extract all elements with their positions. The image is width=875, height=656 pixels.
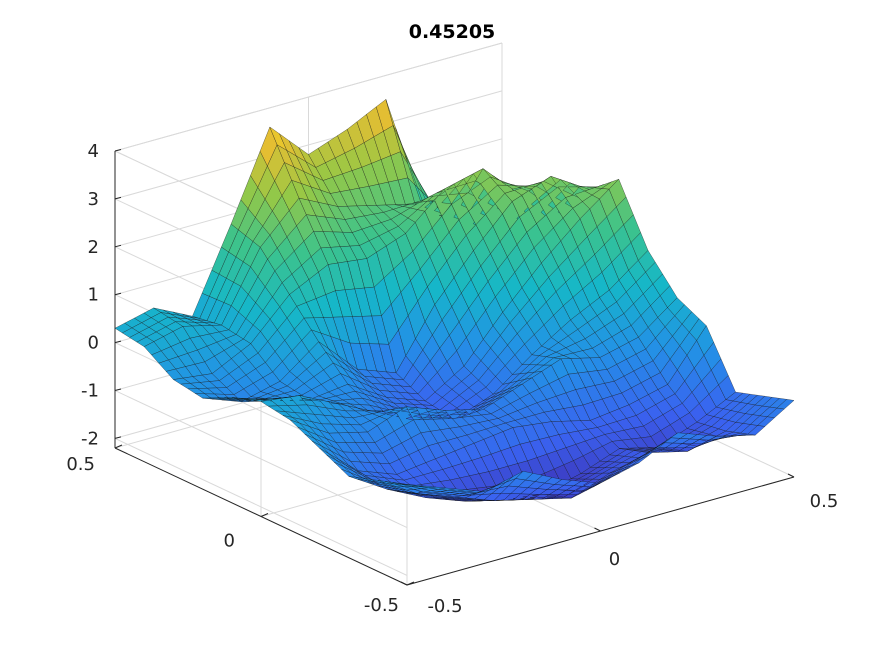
surface-mesh — [114, 99, 795, 502]
tick-labels: -2 -1 0 1 2 3 4 -0.5 0 0.5 -0.5 0 0.5 — [66, 141, 838, 617]
y-tick-mark — [260, 513, 269, 517]
y-tick-mark — [406, 581, 415, 586]
z-tick-mark — [114, 436, 122, 439]
z-tick-mark — [114, 340, 122, 344]
x-tick-label: 0.5 — [810, 491, 839, 512]
top-edge — [114, 42, 503, 152]
z-tick-label: 2 — [88, 237, 99, 258]
z-tick-mark — [114, 196, 122, 200]
surface-patch — [776, 399, 795, 410]
z-tick-label: 4 — [88, 141, 99, 162]
z-tick-label: 0 — [88, 333, 99, 354]
y-tick-label: 0.5 — [66, 454, 95, 475]
z-tick-label: 1 — [88, 285, 99, 306]
x-tick-label: 0 — [609, 549, 620, 570]
chart-title: 0.45205 — [409, 21, 496, 43]
y-tick-mark — [114, 444, 123, 449]
x-tick-label: -0.5 — [427, 596, 462, 617]
axes — [114, 149, 795, 586]
y-tick-label: -0.5 — [364, 595, 399, 616]
x-tick-mark — [594, 527, 601, 532]
z-tick-label: 3 — [88, 189, 99, 210]
z-tick-label: -1 — [81, 381, 99, 402]
z-tick-mark — [114, 244, 122, 248]
z-tick-mark — [114, 149, 122, 152]
x-tick-mark — [787, 473, 795, 478]
x-tick-mark — [400, 581, 408, 586]
z-tick-label: -2 — [81, 428, 99, 449]
y-tick-label: 0 — [224, 531, 235, 552]
z-tick-mark — [114, 292, 122, 296]
z-tick-mark — [114, 388, 122, 392]
